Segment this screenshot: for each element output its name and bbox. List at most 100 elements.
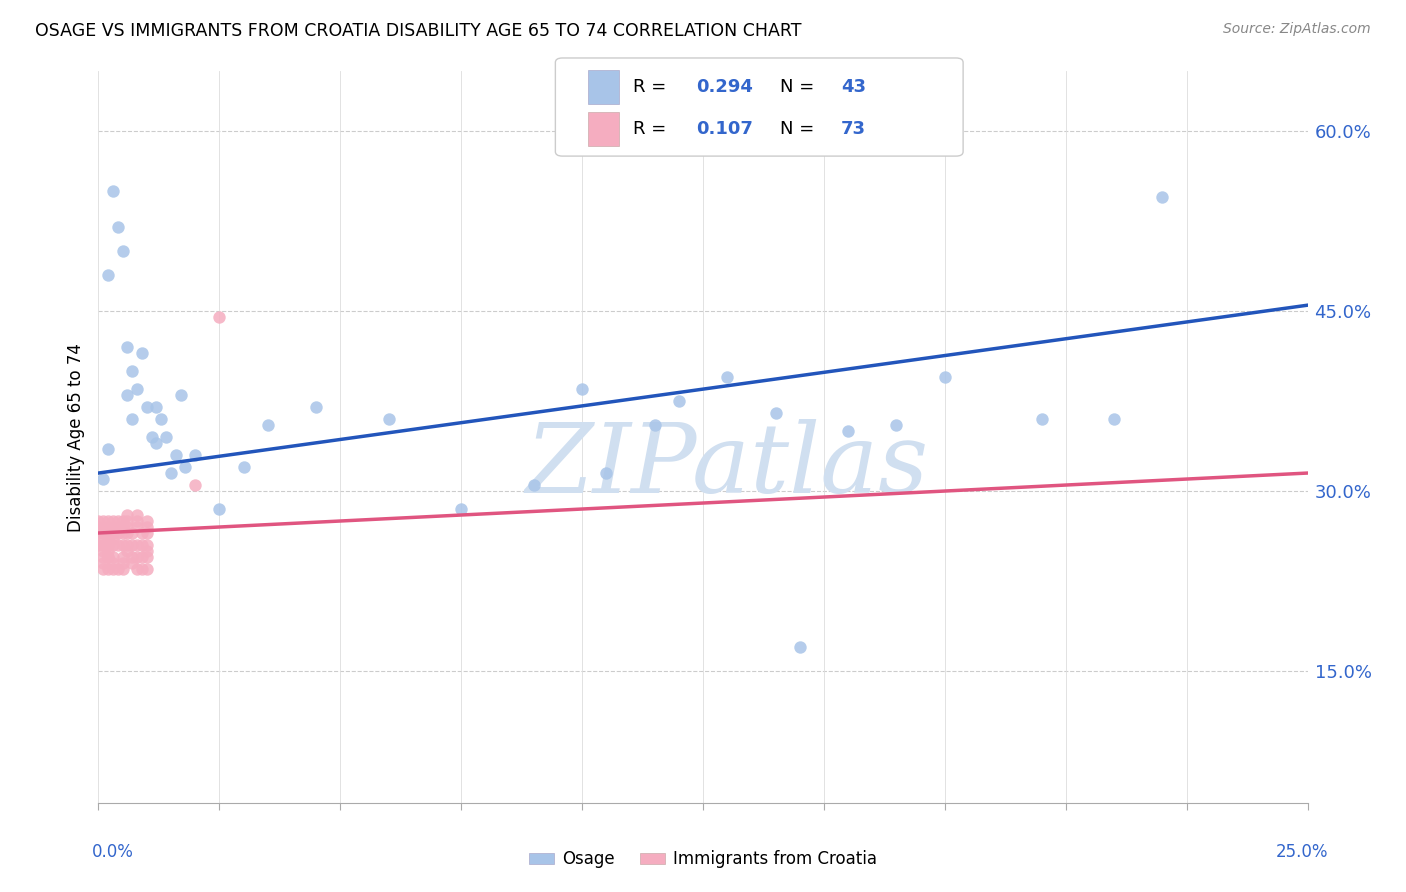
Point [571,382,593,396]
Point [91,544,114,558]
Point [87,514,110,528]
Point [886,418,908,433]
Point [135,549,157,564]
Point [91,562,114,576]
Point [101,184,124,198]
Point [101,520,124,534]
Text: 43: 43 [841,78,866,96]
Point [305,400,328,414]
Point [97,562,120,576]
Point [97,544,120,558]
Point [934,370,956,384]
Point [184,478,207,492]
Point [135,526,157,541]
Point [127,508,149,522]
Point [117,508,139,522]
Point [135,520,157,534]
Point [107,562,129,576]
Point [256,418,278,433]
Point [101,562,124,576]
Point [101,556,124,570]
Point [111,244,134,259]
Point [101,532,124,546]
Point [117,538,139,552]
Point [101,514,124,528]
Point [668,394,690,409]
Point [595,466,617,480]
Text: 0.107: 0.107 [696,120,752,138]
Point [97,526,120,541]
Point [135,538,157,552]
Point [141,430,163,444]
Point [117,520,139,534]
Point [111,562,134,576]
Point [117,514,139,528]
Point [121,526,143,541]
Point [101,526,124,541]
Point [155,430,177,444]
Point [97,520,120,534]
Point [145,436,167,450]
Point [87,538,110,552]
Point [131,346,153,360]
Point [87,520,110,534]
Point [184,448,207,462]
Point [97,549,120,564]
Point [111,556,134,570]
Point [107,538,129,552]
Point [117,544,139,558]
Point [160,466,183,480]
Point [107,220,129,235]
Text: 73: 73 [841,120,866,138]
Point [111,526,134,541]
Point [174,460,197,475]
Point [135,544,157,558]
Point [91,538,114,552]
Point [91,532,114,546]
Point [91,472,114,486]
Text: OSAGE VS IMMIGRANTS FROM CROATIA DISABILITY AGE 65 TO 74 CORRELATION CHART: OSAGE VS IMMIGRANTS FROM CROATIA DISABIL… [35,22,801,40]
Point [131,562,153,576]
Text: R =: R = [633,78,672,96]
Point [208,310,231,325]
Text: Source: ZipAtlas.com: Source: ZipAtlas.com [1223,22,1371,37]
Text: ZIPatlas: ZIPatlas [526,419,929,513]
Point [837,424,859,438]
Point [117,388,139,402]
Point [117,340,139,354]
Point [97,268,120,283]
Point [127,549,149,564]
Point [208,502,231,516]
Point [111,520,134,534]
Text: 25.0%: 25.0% [1277,843,1329,861]
Point [91,556,114,570]
Point [111,514,134,528]
Point [1102,412,1125,426]
Legend: Osage, Immigrants from Croatia: Osage, Immigrants from Croatia [522,844,884,875]
Point [377,412,399,426]
Text: R =: R = [633,120,672,138]
Point [91,526,114,541]
Point [644,418,666,433]
Point [523,478,546,492]
Point [232,460,254,475]
Point [111,538,134,552]
Point [107,526,129,541]
Point [101,538,124,552]
Point [101,549,124,564]
Point [135,562,157,576]
Point [765,406,787,420]
Point [121,549,143,564]
Point [1152,190,1174,204]
Point [135,514,157,528]
Point [131,526,153,541]
Point [107,520,129,534]
Point [121,538,143,552]
Text: N =: N = [780,78,820,96]
Y-axis label: Disability Age 65 to 74: Disability Age 65 to 74 [66,343,84,532]
Point [97,442,120,456]
Point [87,526,110,541]
Point [789,640,811,654]
Point [111,549,134,564]
Point [121,412,143,426]
